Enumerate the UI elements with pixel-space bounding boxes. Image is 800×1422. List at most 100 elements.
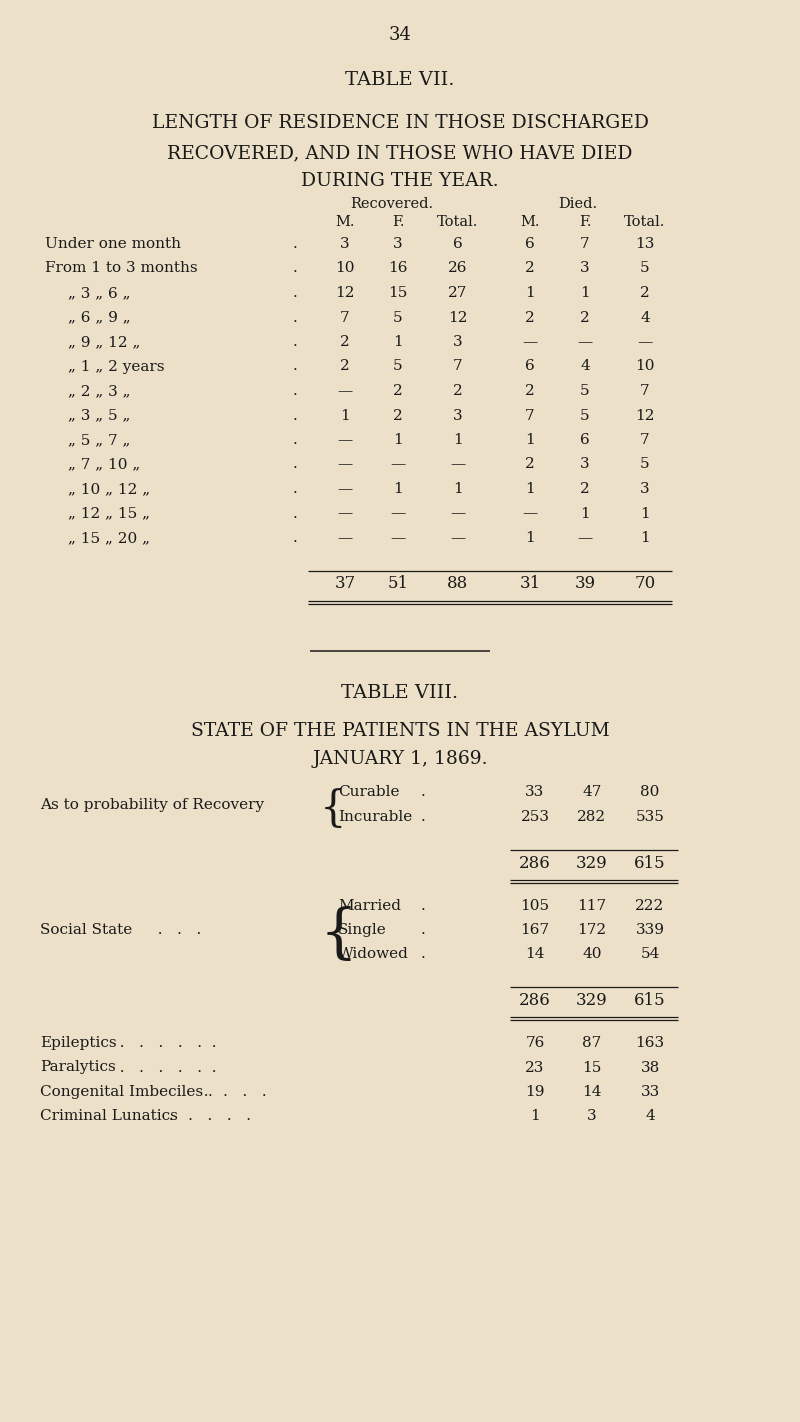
Text: JANUARY 1, 1869.: JANUARY 1, 1869. xyxy=(312,749,488,768)
Text: 2: 2 xyxy=(525,310,535,324)
Text: 286: 286 xyxy=(519,855,551,872)
Text: .: . xyxy=(293,262,298,276)
Text: 2: 2 xyxy=(580,310,590,324)
Text: 87: 87 xyxy=(582,1037,602,1049)
Text: —: — xyxy=(578,530,593,545)
Text: 88: 88 xyxy=(447,576,469,593)
Text: 2: 2 xyxy=(453,384,463,398)
Text: Social State: Social State xyxy=(40,923,132,937)
Text: 26: 26 xyxy=(448,262,468,276)
Text: —: — xyxy=(522,336,538,348)
Text: .: . xyxy=(293,310,298,324)
Text: 19: 19 xyxy=(526,1085,545,1099)
Text: F.: F. xyxy=(392,215,404,229)
Text: —: — xyxy=(338,530,353,545)
Text: 12: 12 xyxy=(448,310,468,324)
Text: LENGTH OF RESIDENCE IN THOSE DISCHARGED: LENGTH OF RESIDENCE IN THOSE DISCHARGED xyxy=(151,114,649,132)
Text: 1: 1 xyxy=(525,530,535,545)
Text: 2: 2 xyxy=(525,384,535,398)
Text: —: — xyxy=(338,482,353,496)
Text: 105: 105 xyxy=(521,899,550,913)
Text: Total.: Total. xyxy=(624,215,666,229)
Text: .: . xyxy=(421,899,426,913)
Text: 535: 535 xyxy=(635,811,665,823)
Text: 23: 23 xyxy=(526,1061,545,1075)
Text: 5: 5 xyxy=(393,360,403,374)
Text: „ 15 „ 20 „: „ 15 „ 20 „ xyxy=(68,530,150,545)
Text: 6: 6 xyxy=(525,237,535,252)
Text: 1: 1 xyxy=(580,286,590,300)
Text: 172: 172 xyxy=(578,923,606,937)
Text: 27: 27 xyxy=(448,286,468,300)
Text: 615: 615 xyxy=(634,855,666,872)
Text: 286: 286 xyxy=(519,993,551,1010)
Text: 163: 163 xyxy=(635,1037,665,1049)
Text: {: { xyxy=(320,904,358,963)
Text: 10: 10 xyxy=(635,360,654,374)
Text: —: — xyxy=(450,458,466,472)
Text: 329: 329 xyxy=(576,993,608,1010)
Text: 4: 4 xyxy=(645,1109,655,1123)
Text: 282: 282 xyxy=(578,811,606,823)
Text: 3: 3 xyxy=(587,1109,597,1123)
Text: F.: F. xyxy=(578,215,591,229)
Text: —: — xyxy=(578,336,593,348)
Text: TABLE VIII.: TABLE VIII. xyxy=(342,684,458,702)
Text: 3: 3 xyxy=(640,482,650,496)
Text: Married: Married xyxy=(338,899,401,913)
Text: „ 10 „ 12 „: „ 10 „ 12 „ xyxy=(68,482,150,496)
Text: Widowed: Widowed xyxy=(338,947,409,961)
Text: Congenital Imbeciles .: Congenital Imbeciles . xyxy=(40,1085,213,1099)
Text: .: . xyxy=(421,785,426,799)
Text: 3: 3 xyxy=(580,262,590,276)
Text: 13: 13 xyxy=(635,237,654,252)
Text: 6: 6 xyxy=(453,237,463,252)
Text: .: . xyxy=(293,336,298,348)
Text: .   .   .: . . . xyxy=(148,923,202,937)
Text: 1: 1 xyxy=(393,434,403,447)
Text: —: — xyxy=(338,434,353,447)
Text: 2: 2 xyxy=(340,336,350,348)
Text: Total.: Total. xyxy=(438,215,478,229)
Text: „ 7 „ 10 „: „ 7 „ 10 „ xyxy=(68,458,140,472)
Text: 253: 253 xyxy=(521,811,550,823)
Text: From 1 to 3 months: From 1 to 3 months xyxy=(45,262,198,276)
Text: 4: 4 xyxy=(640,310,650,324)
Text: 51: 51 xyxy=(387,576,409,593)
Text: 47: 47 xyxy=(582,785,602,799)
Text: 4: 4 xyxy=(580,360,590,374)
Text: 15: 15 xyxy=(582,1061,602,1075)
Text: .   .   .   .: . . . . xyxy=(194,1085,266,1099)
Text: .: . xyxy=(421,947,426,961)
Text: 615: 615 xyxy=(634,993,666,1010)
Text: .: . xyxy=(293,506,298,520)
Text: 5: 5 xyxy=(580,384,590,398)
Text: 14: 14 xyxy=(582,1085,602,1099)
Text: 40: 40 xyxy=(582,947,602,961)
Text: 3: 3 xyxy=(393,237,403,252)
Text: 222: 222 xyxy=(635,899,665,913)
Text: 329: 329 xyxy=(576,855,608,872)
Text: „ 2 „ 3 „: „ 2 „ 3 „ xyxy=(68,384,130,398)
Text: —: — xyxy=(390,530,406,545)
Text: Died.: Died. xyxy=(558,198,598,210)
Text: 1: 1 xyxy=(530,1109,540,1123)
Text: 1: 1 xyxy=(453,482,463,496)
Text: DURING THE YEAR.: DURING THE YEAR. xyxy=(301,172,499,191)
Text: Curable: Curable xyxy=(338,785,399,799)
Text: .: . xyxy=(293,530,298,545)
Text: .: . xyxy=(293,237,298,252)
Text: 1: 1 xyxy=(453,434,463,447)
Text: 54: 54 xyxy=(640,947,660,961)
Text: —: — xyxy=(338,384,353,398)
Text: 80: 80 xyxy=(640,785,660,799)
Text: 33: 33 xyxy=(526,785,545,799)
Text: 2: 2 xyxy=(393,408,403,422)
Text: .   .   .   .   .: . . . . . xyxy=(159,1109,251,1123)
Text: 1: 1 xyxy=(640,530,650,545)
Text: 39: 39 xyxy=(574,576,595,593)
Text: 7: 7 xyxy=(525,408,535,422)
Text: 2: 2 xyxy=(640,286,650,300)
Text: —: — xyxy=(338,506,353,520)
Text: „ 12 „ 15 „: „ 12 „ 15 „ xyxy=(68,506,150,520)
